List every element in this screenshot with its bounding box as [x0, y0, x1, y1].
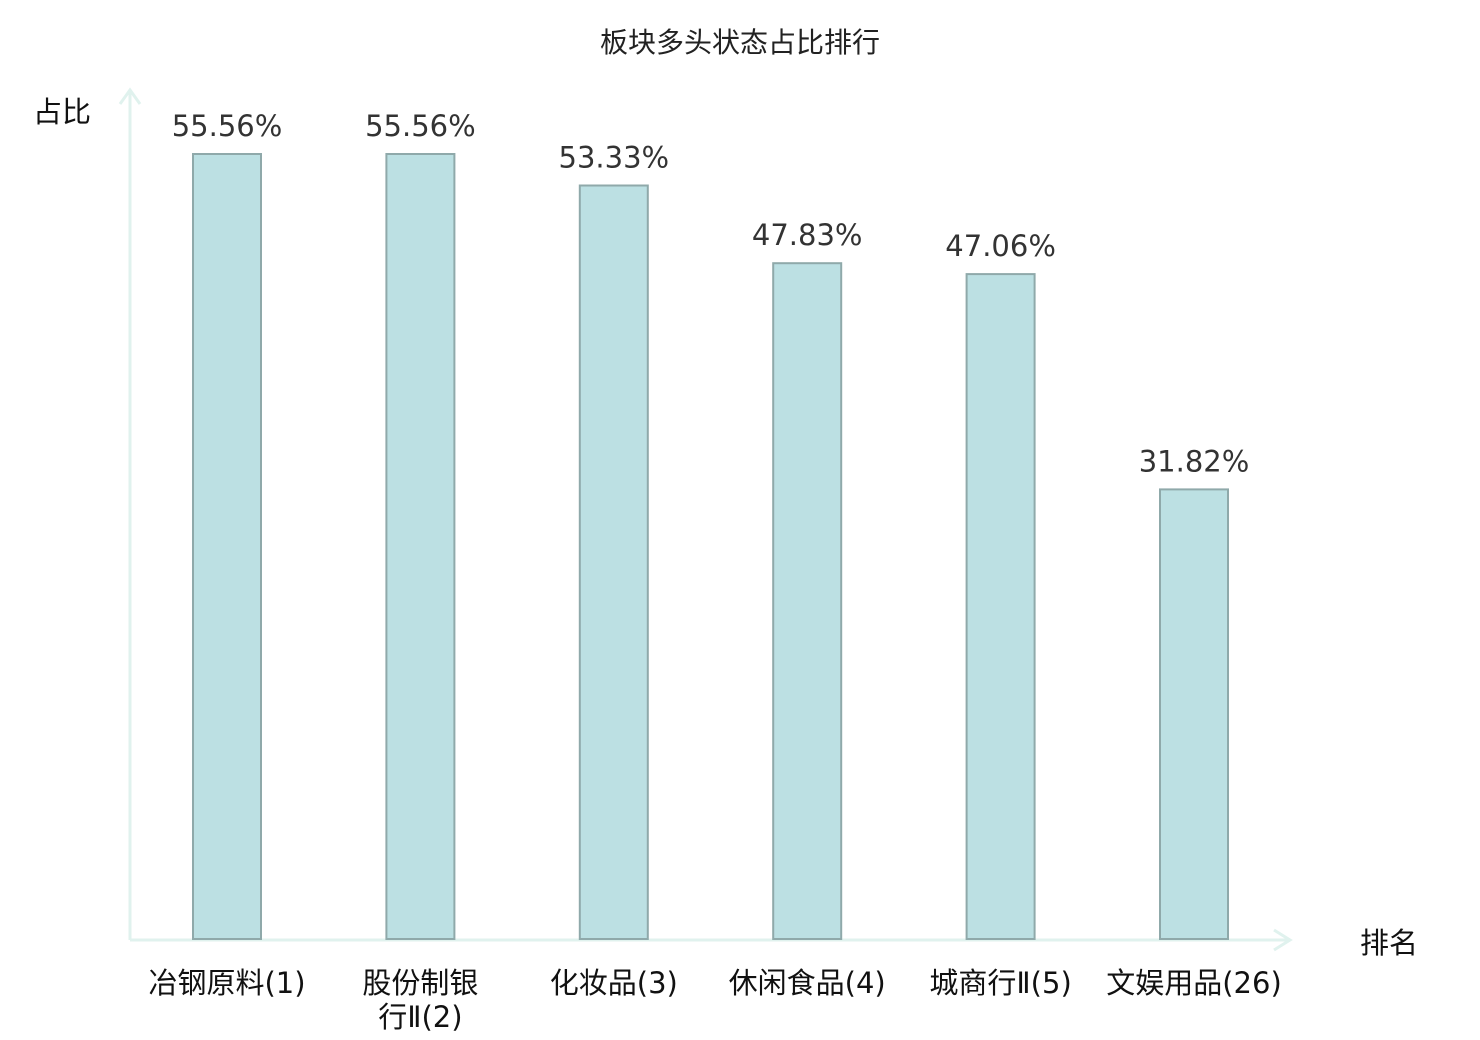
category-label-0: 冶钢原料(1)	[148, 966, 305, 1000]
value-label-1: 55.56%	[365, 109, 476, 143]
bar-4	[965, 273, 1036, 941]
category-label-2: 化妆品(3)	[550, 966, 678, 1000]
category-label-4: 城商行Ⅱ(5)	[929, 966, 1071, 1000]
y-axis	[118, 87, 142, 940]
category-label-3: 休闲食品(4)	[729, 966, 886, 1000]
category-labels-group: 冶钢原料(1) 股份制银行Ⅱ(2) 化妆品(3) 休闲食品(4) 城商行Ⅱ(5) 文娱用品…	[148, 966, 1281, 1034]
x-axis-label: 排名	[1360, 926, 1418, 960]
bar-2	[578, 184, 649, 940]
value-labels-group: 55.56% 55.56% 53.33% 47.83% 47.06% 31.82%	[172, 109, 1250, 478]
bar-5	[1159, 488, 1229, 940]
bar-3	[772, 262, 843, 940]
value-label-5: 31.82%	[1139, 444, 1250, 478]
category-label-1: 股份制银行Ⅱ(2)	[362, 966, 478, 1034]
value-label-3: 47.83%	[752, 218, 863, 252]
value-label-4: 47.06%	[945, 229, 1056, 263]
value-label-0: 55.56%	[172, 109, 283, 143]
category-label-5: 文娱用品(26)	[1106, 966, 1282, 1000]
bars-group	[192, 153, 1229, 941]
value-label-2: 53.33%	[559, 141, 670, 175]
chart-title: 板块多头状态占比排行	[600, 26, 880, 59]
y-axis-label: 占比	[33, 95, 91, 129]
bar-0	[192, 153, 262, 940]
bar-1	[385, 153, 456, 940]
x-axis	[130, 928, 1293, 952]
